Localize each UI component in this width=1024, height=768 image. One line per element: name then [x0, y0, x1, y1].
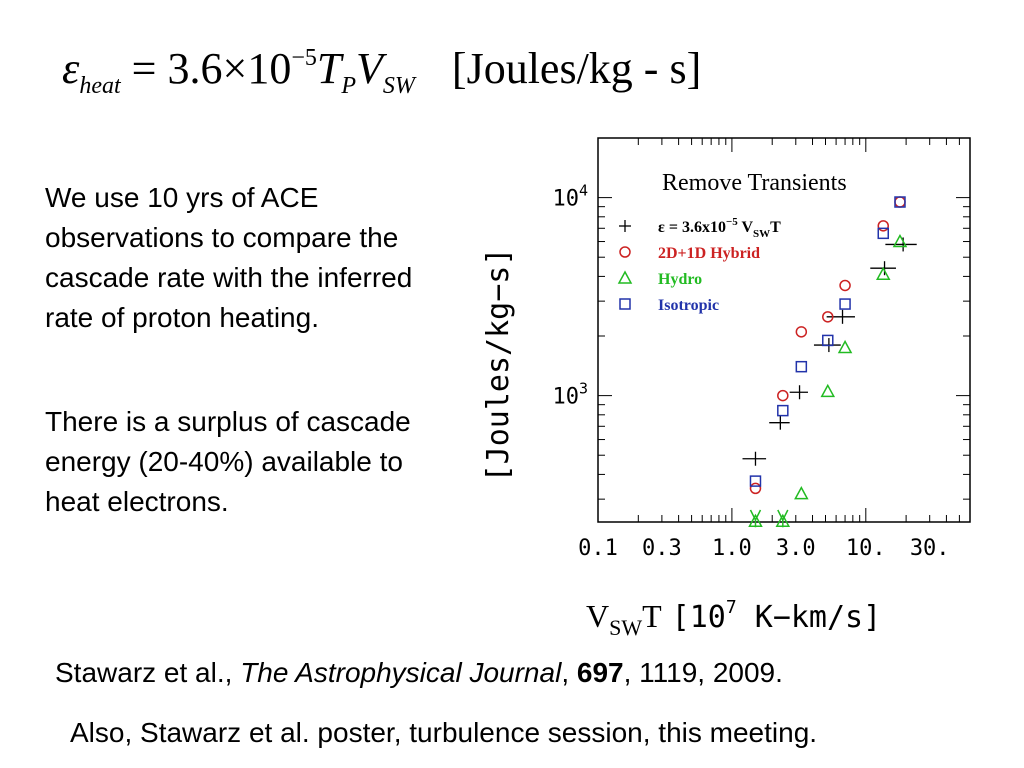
x-label-v: V — [586, 598, 609, 634]
legend-entry: 2D+1D Hybrid — [619, 245, 760, 262]
paragraph-ace-observations: We use 10 yrs of ACE observations to com… — [45, 182, 413, 333]
x-tick-label: 0.1 — [578, 536, 618, 561]
citation-authors: Stawarz et al., — [55, 657, 241, 688]
x-label-units-open: [10 — [672, 600, 726, 635]
citation-journal: The Astrophysical Journal — [240, 657, 562, 688]
citation-volume: 697 — [576, 657, 624, 688]
data-point — [795, 360, 808, 373]
data-point — [822, 311, 834, 323]
legend-label: Hydro — [658, 271, 702, 288]
power-law-point — [826, 309, 855, 324]
data-point — [777, 404, 789, 417]
legend: ε = 3.6x10−5 VSWT 2D+1D Hybrid Hydro Isotro… — [617, 216, 781, 314]
chart-title: Remove Transients — [662, 170, 847, 196]
data-point — [894, 196, 906, 208]
data-point — [837, 339, 853, 354]
legend-entry: ε = 3.6x10−5 VSWT — [619, 216, 781, 240]
x-label-units-exp: 7 — [726, 597, 737, 618]
series-isotropic — [749, 196, 906, 487]
data-point — [877, 220, 890, 232]
equals-sign: = — [131, 44, 157, 93]
plot-frame — [597, 137, 971, 523]
x-tick-label: 1.0 — [712, 536, 752, 561]
power-law-point — [769, 415, 790, 430]
x-axis-label: VSWT [107 K−km/s] — [586, 597, 881, 640]
t-subscript: P — [341, 73, 357, 99]
y-axis-label: [Joules/kg−s] — [481, 248, 516, 483]
y-tick-exp: 4 — [579, 182, 588, 200]
legend-marker — [619, 246, 631, 258]
epsilon-subscript: heat — [79, 73, 121, 99]
y-tick-label: 104 — [552, 182, 588, 212]
series-3-6x10-5-vswt — [742, 237, 917, 466]
data-point — [820, 383, 836, 398]
data-point — [877, 227, 890, 240]
power-law-point — [885, 237, 917, 252]
data-point — [894, 196, 906, 208]
data-point — [749, 482, 762, 495]
y-tick-base: 10 — [552, 385, 579, 410]
data-point — [822, 334, 834, 347]
y-tick-base: 10 — [552, 187, 579, 212]
legend-label: Isotropic — [658, 297, 719, 314]
data-point — [749, 475, 762, 487]
power-law-point — [789, 385, 808, 400]
data-point — [839, 298, 851, 310]
equation-units: [Joules/kg - s] — [451, 44, 702, 93]
data-point — [795, 326, 808, 338]
x-tick-label: 0.3 — [642, 536, 682, 561]
x-tick-label: 30. — [910, 536, 950, 561]
epsilon-symbol: ε — [62, 44, 80, 93]
paragraph-surplus: There is a surplus of cascade energy (20… — [45, 406, 411, 517]
legend-marker — [619, 298, 631, 310]
upper-limit-arrow — [749, 509, 762, 528]
data-point — [892, 233, 908, 248]
heating-rate-equation: εheat = 3.6×10−5TPVSW [Joules/kg - s] — [62, 46, 701, 98]
data-marks — [742, 196, 917, 528]
legend-entry: Isotropic — [619, 297, 719, 314]
poster-note: Also, Stawarz et al. poster, turbulence … — [70, 717, 818, 748]
citation-sep: , — [561, 657, 577, 688]
legend-label: 2D+1D Hybrid — [658, 245, 760, 262]
legend-entry: Hydro — [617, 270, 702, 288]
v-subscript: SW — [382, 73, 415, 99]
data-point — [875, 266, 891, 281]
t-symbol: T — [316, 44, 342, 93]
legend-label: ε = 3.6x10−5 VSWT — [658, 216, 781, 240]
y-tick-label: 103 — [552, 380, 588, 410]
exponent: −5 — [291, 45, 317, 71]
y-tick-exp: 3 — [579, 380, 588, 398]
legend-marker — [617, 270, 633, 284]
data-point — [777, 389, 789, 402]
axis-ticks — [597, 137, 971, 522]
x-label-units-rest: K−km/s] — [737, 600, 882, 635]
coefficient: 3.6×10 — [167, 44, 292, 93]
x-label-sub: SW — [609, 615, 642, 640]
x-label-t: T — [642, 598, 662, 634]
power-law-point — [742, 451, 767, 466]
v-symbol: V — [356, 44, 383, 93]
data-point — [794, 486, 809, 500]
series-hydro — [748, 233, 908, 528]
upper-limit-arrow — [777, 509, 789, 528]
citation: Stawarz et al., The Astrophysical Journa… — [55, 657, 783, 689]
citation-rest: , 1119, 2009. — [623, 657, 783, 688]
x-tick-label: 10. — [846, 536, 886, 561]
data-point — [839, 279, 851, 292]
plot-border — [597, 137, 971, 523]
legend-marker — [619, 220, 631, 232]
x-tick-label: 3.0 — [776, 536, 816, 561]
